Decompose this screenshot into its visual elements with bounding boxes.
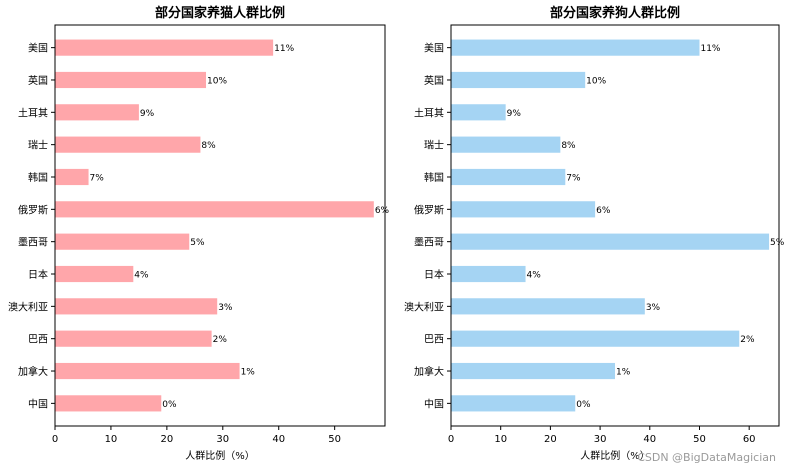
data-label: 11% (274, 44, 294, 54)
bar (451, 168, 566, 186)
y-tick-label: 澳大利亚 (404, 300, 444, 313)
bar (55, 168, 89, 186)
y-tick-label: 美国 (424, 42, 444, 55)
x-tick-label: 40 (272, 434, 285, 445)
bar (55, 330, 212, 347)
x-tick-label: 50 (693, 434, 706, 445)
chart-title: 部分国家养狗人群比例 (550, 5, 680, 21)
data-label: 0% (576, 400, 591, 410)
y-tick-label: 墨西哥 (18, 237, 48, 249)
y-tick-label: 中国 (424, 397, 444, 410)
data-label: 10% (207, 76, 227, 86)
x-tick-label: 50 (328, 434, 341, 445)
bar (451, 201, 596, 218)
y-tick-label: 日本 (28, 268, 48, 281)
data-label: 9% (140, 109, 155, 119)
plot-frame (450, 24, 780, 427)
x-tick-label: 20 (160, 434, 173, 445)
bar (451, 265, 526, 283)
bar (451, 136, 561, 153)
x-tick-label: 10 (105, 434, 118, 445)
bar (55, 233, 190, 250)
bar (55, 265, 134, 283)
x-axis-label: 人群比例（%） (580, 449, 650, 462)
data-label: 10% (586, 76, 606, 86)
x-tick-label: 60 (743, 434, 756, 445)
data-label: 4% (134, 271, 149, 281)
bar (55, 104, 139, 121)
data-label: 8% (561, 141, 576, 151)
data-label: 6% (375, 206, 390, 216)
data-label: 7% (90, 173, 105, 183)
x-tick-label: 30 (594, 434, 607, 445)
y-tick-label: 土耳其 (414, 106, 444, 119)
x-tick-label: 30 (216, 434, 229, 445)
data-label: 11% (700, 44, 720, 54)
data-label: 6% (596, 206, 611, 216)
data-label: 0% (162, 400, 177, 410)
bar (451, 362, 615, 380)
data-label: 4% (527, 271, 542, 281)
y-tick-label: 巴西 (28, 334, 48, 346)
x-tick-label: 10 (494, 434, 507, 445)
data-label: 5% (770, 238, 785, 248)
bar (55, 136, 201, 153)
x-tick-label: 40 (643, 434, 656, 445)
data-label: 2% (213, 335, 228, 345)
y-tick-label: 日本 (424, 268, 444, 281)
data-label: 2% (740, 335, 755, 345)
y-tick-label: 加拿大 (18, 365, 48, 378)
y-tick-label: 瑞士 (424, 139, 444, 152)
x-tick-label: 20 (544, 434, 557, 445)
bar (451, 39, 700, 56)
bar (55, 39, 274, 56)
data-label: 1% (616, 368, 631, 378)
data-label: 8% (201, 141, 216, 151)
bar (55, 71, 207, 89)
bar (451, 233, 770, 250)
y-tick-label: 美国 (28, 42, 48, 55)
watermark-text: CSDN @BigDataMagician (637, 451, 776, 464)
x-tick-label: 0 (52, 434, 58, 445)
data-label: 9% (507, 109, 522, 119)
bar (451, 104, 506, 121)
data-label: 7% (566, 173, 581, 183)
bar (55, 201, 374, 218)
bar (451, 71, 586, 89)
y-tick-label: 巴西 (424, 334, 444, 346)
y-tick-label: 俄罗斯 (414, 203, 444, 216)
y-tick-label: 澳大利亚 (8, 300, 48, 313)
data-label: 3% (646, 303, 661, 313)
bar (451, 298, 645, 315)
y-tick-label: 英国 (424, 74, 444, 87)
y-tick-label: 瑞士 (28, 139, 48, 152)
y-tick-label: 土耳其 (18, 106, 48, 119)
bar (451, 395, 576, 412)
y-tick-label: 英国 (28, 74, 48, 87)
y-tick-label: 韩国 (28, 171, 48, 184)
y-tick-label: 加拿大 (414, 365, 444, 378)
y-tick-label: 墨西哥 (414, 237, 444, 249)
x-tick-label: 0 (448, 434, 454, 445)
plot-frame (54, 24, 386, 427)
chart-title: 部分国家养猫人群比例 (155, 5, 285, 21)
y-tick-label: 韩国 (424, 171, 444, 184)
x-axis-label: 人群比例（%） (185, 449, 255, 462)
bar (55, 362, 240, 380)
y-tick-label: 俄罗斯 (18, 203, 48, 216)
data-label: 1% (241, 368, 256, 378)
data-label: 3% (218, 303, 233, 313)
data-label: 5% (190, 238, 205, 248)
bar (55, 298, 218, 315)
bar (55, 395, 162, 412)
y-tick-label: 中国 (28, 397, 48, 410)
bar (451, 330, 740, 347)
